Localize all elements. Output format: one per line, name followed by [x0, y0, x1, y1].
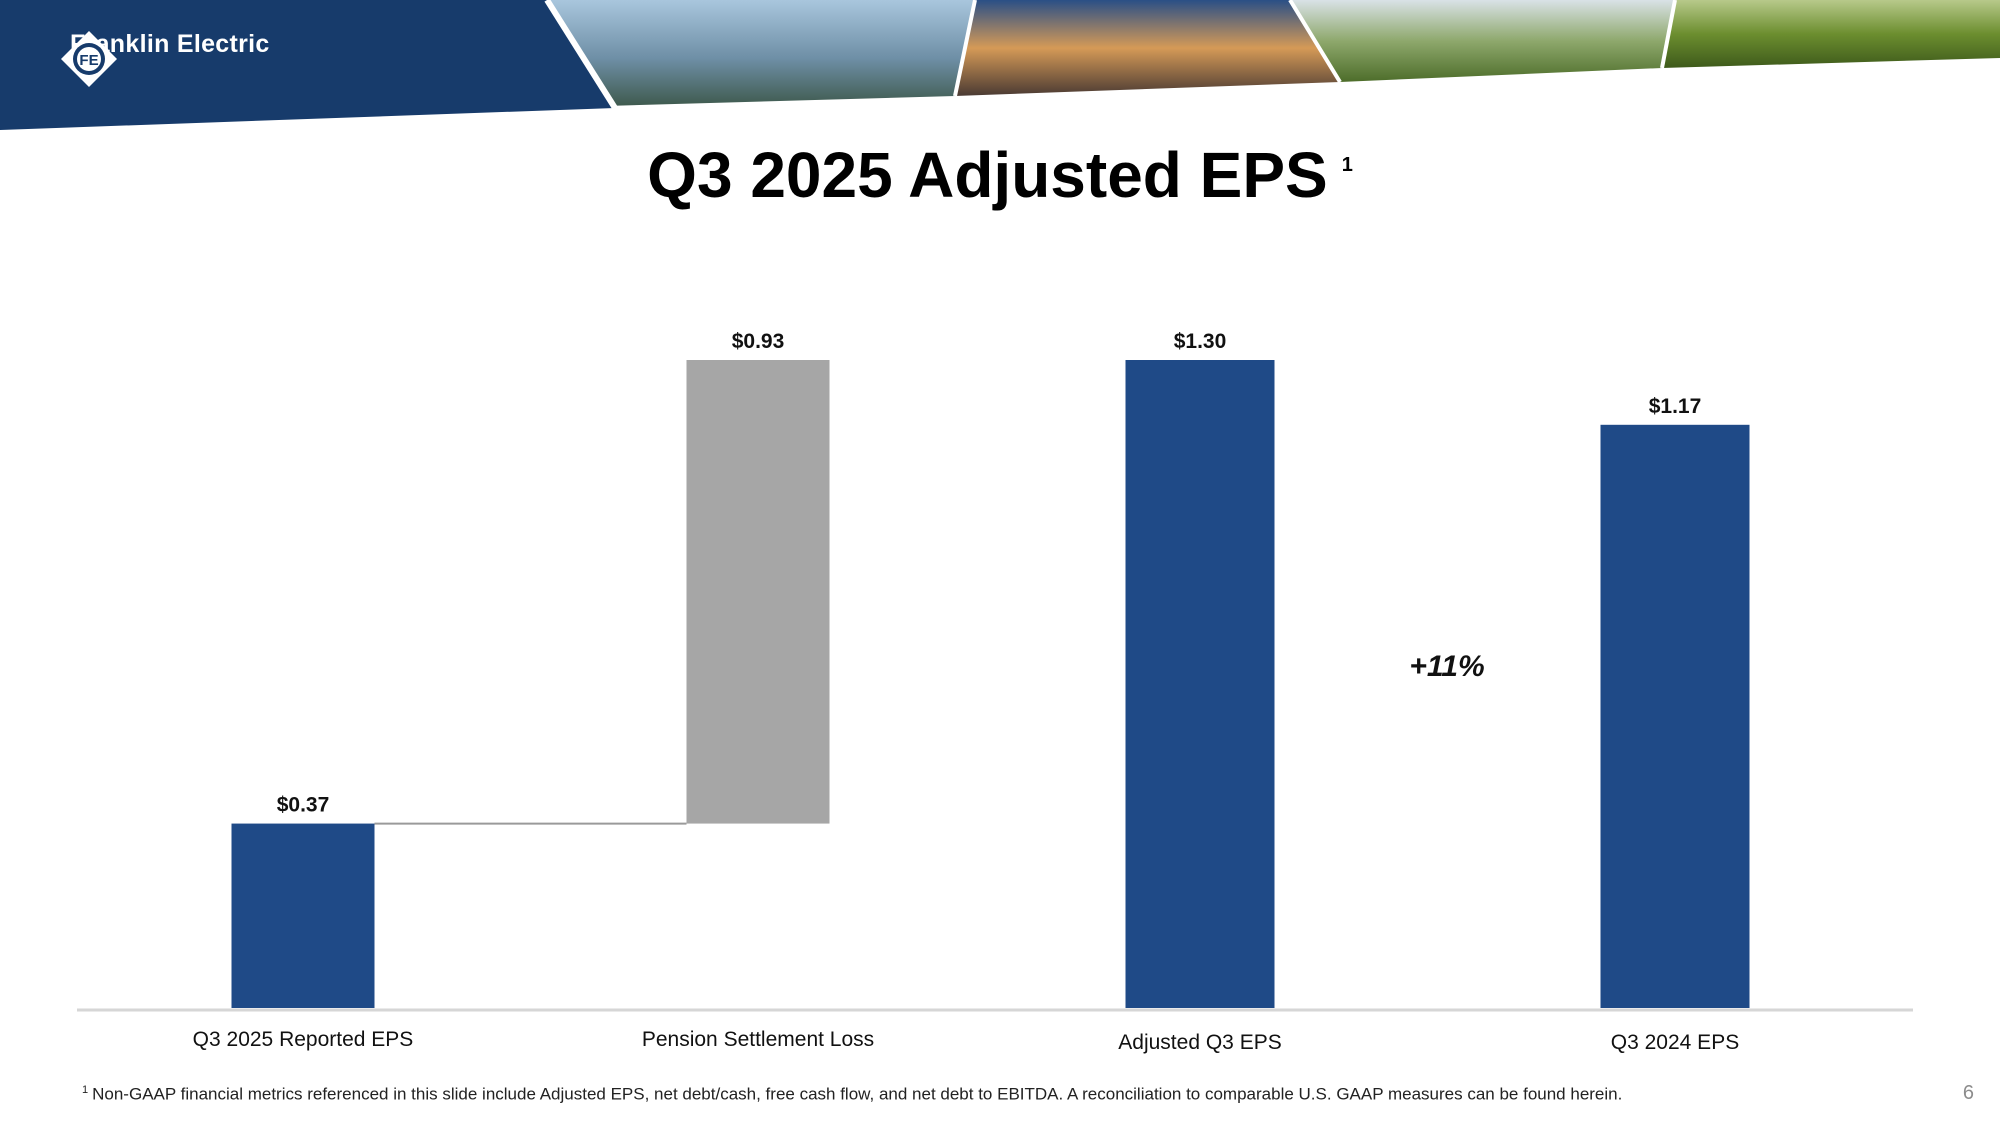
franklin-electric-logo-icon: FE — [61, 31, 117, 87]
value-label-3: $1.30 — [1174, 330, 1227, 353]
logo-mark-text: FE — [79, 52, 98, 69]
water-treatment-bridge-photo — [545, 0, 975, 106]
footnote-marker: 1 — [82, 1084, 89, 1096]
title-footnote-marker: 1 — [1341, 154, 1353, 176]
header-photo-strip — [0, 0, 2000, 130]
category-label-4: Q3 2024 EPS — [1611, 1031, 1739, 1054]
bar-4 — [1600, 424, 1750, 1008]
category-label-2: Pension Settlement Loss — [642, 1028, 874, 1051]
value-label-2: $0.93 — [732, 330, 785, 353]
irrigation-field-photo — [1290, 0, 1675, 82]
page-number: 6 — [1962, 1082, 1974, 1104]
footnote-text: Non-GAAP financial metrics referenced in… — [92, 1084, 1623, 1104]
slide-title-text: Q3 2025 Adjusted EPS — [647, 139, 1328, 211]
footnote: 1 Non-GAAP financial metrics referenced i… — [82, 1084, 1622, 1105]
header-banner: FE Franklin Electric — [0, 0, 2000, 130]
value-label-1: $0.37 — [277, 794, 330, 817]
category-label-1: Q3 2025 Reported EPS — [193, 1028, 414, 1051]
bar-3 — [1125, 360, 1275, 1008]
bar-2 — [686, 360, 830, 824]
category-label-3: Adjusted Q3 EPS — [1118, 1031, 1281, 1054]
growth-annotation: +11% — [1409, 650, 1484, 683]
navy-banner — [0, 0, 615, 130]
value-label-4: $1.17 — [1649, 395, 1702, 418]
company-logo: FE Franklin Electric — [60, 30, 270, 87]
slide-title: Q3 2025 Adjusted EPS 1 — [0, 138, 2000, 212]
sprinkler-photo — [1662, 0, 2000, 68]
fuel-station-photo — [955, 0, 1340, 96]
bar-1 — [231, 823, 375, 1008]
